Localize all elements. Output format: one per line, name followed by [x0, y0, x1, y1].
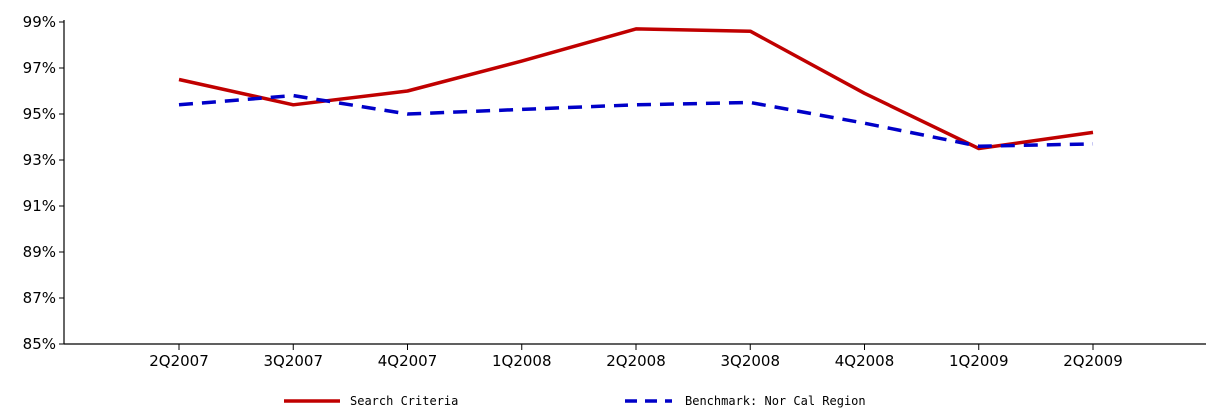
y-tick-label: 89%	[23, 243, 56, 261]
legend-label: Search Criteria	[350, 394, 458, 408]
tick-labels: 85% 87% 89% 91% 93% 95% 97% 99% 2Q2007 3Q2007 4Q20…	[23, 13, 1123, 370]
series-line-benchmark	[178, 93, 1094, 148]
legend: Search Criteria Benchmark: Nor Cal Region	[284, 394, 866, 408]
y-tick-label: 85%	[23, 335, 56, 353]
axes	[59, 20, 1206, 350]
series-lines	[178, 27, 1094, 151]
y-tick-label: 97%	[23, 59, 56, 77]
x-tick-label: 3Q2007	[263, 352, 323, 370]
y-tick-label: 91%	[23, 197, 56, 215]
y-tick-label: 95%	[23, 105, 56, 123]
legend-label: Benchmark: Nor Cal Region	[685, 394, 866, 408]
x-tick-label: 4Q2008	[835, 352, 895, 370]
y-tick-label: 99%	[23, 13, 56, 31]
x-tick-label: 2Q2008	[606, 352, 666, 370]
x-tick-label: 2Q2007	[149, 352, 209, 370]
y-tick-label: 93%	[23, 151, 56, 169]
x-tick-label: 1Q2009	[949, 352, 1009, 370]
series-line-search-criteria	[178, 27, 1094, 151]
y-tick-label: 87%	[23, 289, 56, 307]
x-tick-label: 4Q2007	[378, 352, 438, 370]
x-tick-label: 2Q2009	[1063, 352, 1123, 370]
x-tick-label: 1Q2008	[492, 352, 552, 370]
x-tick-label: 3Q2008	[720, 352, 780, 370]
